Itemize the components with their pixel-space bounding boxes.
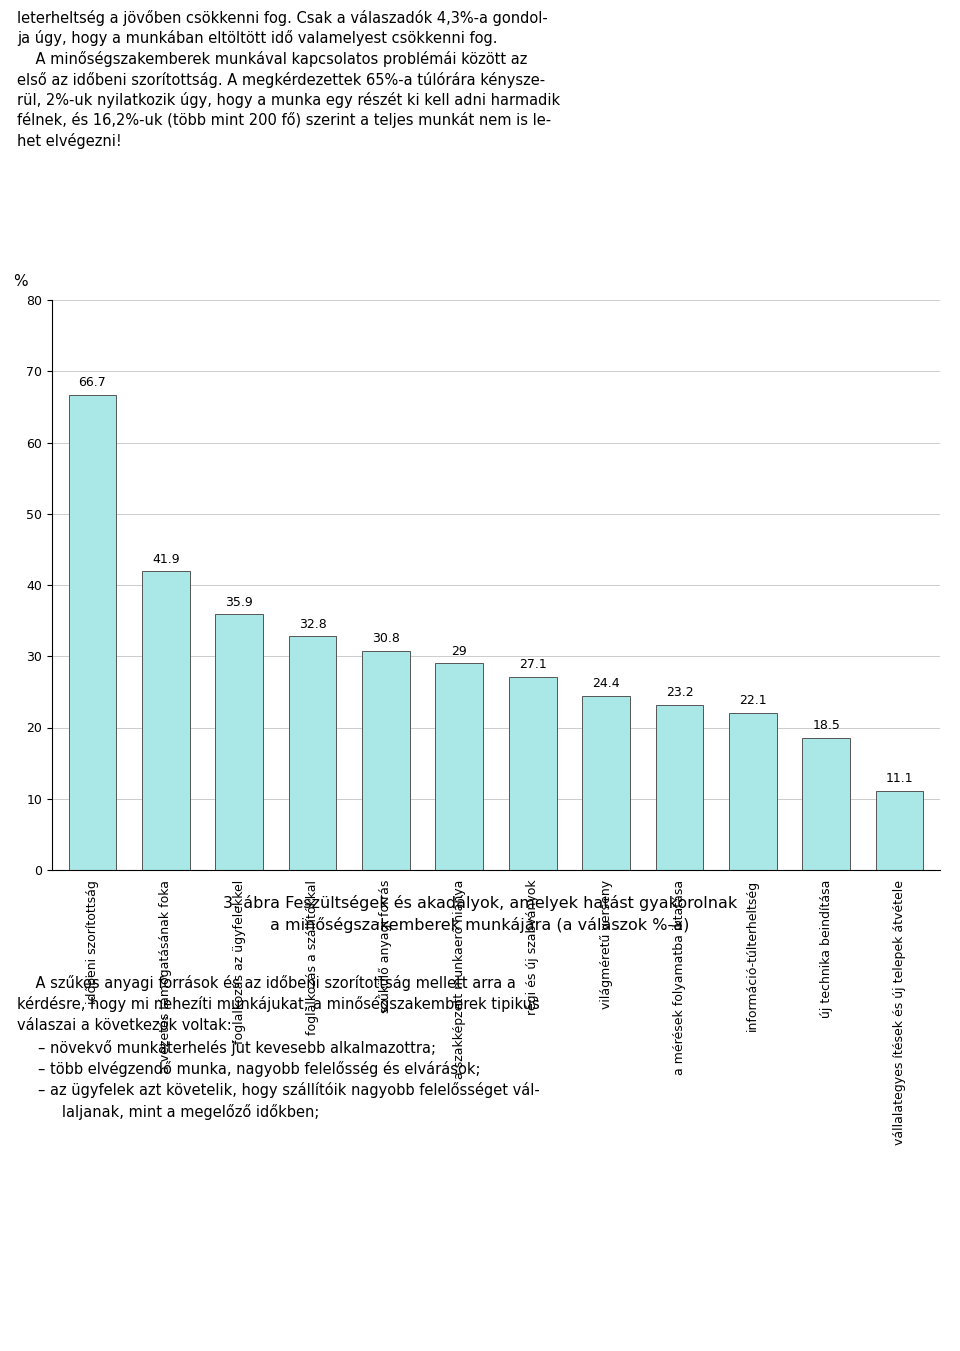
Bar <box>729 712 777 870</box>
Bar <box>289 636 336 870</box>
Text: 23.2: 23.2 <box>665 686 693 698</box>
Text: első az időbeni szorítottság. A megkérdezettek 65%-a túlórára kénysze-: első az időbeni szorítottság. A megkérde… <box>17 72 545 88</box>
Y-axis label: %: % <box>13 274 28 289</box>
Bar <box>876 790 924 870</box>
Text: – növekvő munkaterhelés jut kevesebb alkalmazottra;: – növekvő munkaterhelés jut kevesebb alk… <box>38 1039 437 1055</box>
Bar <box>803 738 851 870</box>
Text: 30.8: 30.8 <box>372 632 400 644</box>
Text: 35.9: 35.9 <box>226 596 253 608</box>
Text: – az ügyfelek azt követelik, hogy szállítóik nagyobb felelősséget vál-: – az ügyfelek azt követelik, hogy szállí… <box>38 1082 540 1098</box>
Text: 29: 29 <box>451 644 468 658</box>
Text: 11.1: 11.1 <box>886 773 914 785</box>
Bar <box>436 663 483 870</box>
Text: A minőségszakemberek munkával kapcsolatos problémái között az: A minőségszakemberek munkával kapcsolato… <box>17 51 528 68</box>
Text: rül, 2%-uk nyilatkozik úgy, hogy a munka egy részét ki kell adni harmadik: rül, 2%-uk nyilatkozik úgy, hogy a munka… <box>17 92 561 108</box>
Text: 24.4: 24.4 <box>592 677 620 690</box>
Text: 18.5: 18.5 <box>812 720 840 732</box>
Text: leterheltség a jövőben csökkenni fog. Csak a válaszadók 4,3%-a gondol-: leterheltség a jövőben csökkenni fog. Cs… <box>17 9 548 26</box>
Bar <box>215 615 263 870</box>
Text: 66.7: 66.7 <box>79 376 107 389</box>
Text: A szűkös anyagi források és az időbeni szorítottság mellett arra a: A szűkös anyagi források és az időbeni s… <box>17 975 516 992</box>
Text: 22.1: 22.1 <box>739 694 767 707</box>
Text: het elvégezni!: het elvégezni! <box>17 132 122 149</box>
Text: 41.9: 41.9 <box>152 553 180 566</box>
Text: félnek, és 16,2%-uk (több mint 200 fő) szerint a teljes munkát nem is le-: félnek, és 16,2%-uk (több mint 200 fő) s… <box>17 112 551 128</box>
Text: 27.1: 27.1 <box>518 658 546 671</box>
Bar <box>362 651 410 870</box>
Bar <box>656 705 704 870</box>
Text: válaszai a következők voltak:: válaszai a következők voltak: <box>17 1019 232 1034</box>
Bar <box>509 677 557 870</box>
Text: 3. ábra Feszültségek és akadályok, amelyek hatást gyakorolnak: 3. ábra Feszültségek és akadályok, amely… <box>223 894 737 911</box>
Bar <box>142 571 190 870</box>
Text: a minőségszakemberek munkájára (a válaszok %-a): a minőségszakemberek munkájára (a válasz… <box>271 917 689 934</box>
Bar <box>68 394 116 870</box>
Text: ja úgy, hogy a munkában eltöltött idő valamelyest csökkenni fog.: ja úgy, hogy a munkában eltöltött idő va… <box>17 31 498 46</box>
Text: laljanak, mint a megelőző időkben;: laljanak, mint a megelőző időkben; <box>48 1104 320 1120</box>
Text: kérdésre, hogy mi nehezíti munkájukat, a minőségszakemberek tipikus: kérdésre, hogy mi nehezíti munkájukat, a… <box>17 997 540 1012</box>
Text: – több elvégzendő munka, nagyobb felelősség és elvárások;: – több elvégzendő munka, nagyobb felelős… <box>38 1061 481 1077</box>
Text: 32.8: 32.8 <box>299 617 326 631</box>
Bar <box>582 696 630 870</box>
